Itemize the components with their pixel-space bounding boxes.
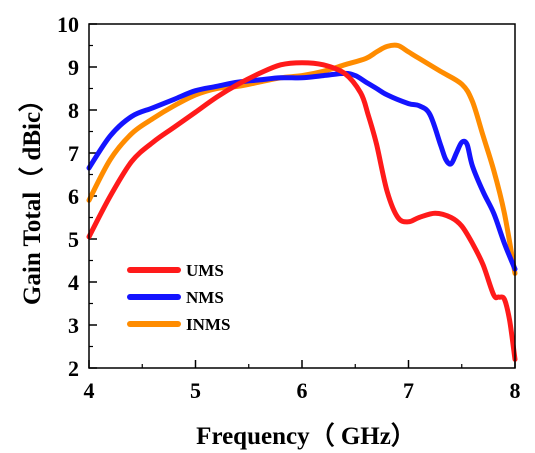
- x-tick-label: 7: [403, 378, 414, 403]
- y-tick-label: 7: [68, 141, 79, 166]
- legend-label-nms: NMS: [186, 288, 224, 307]
- plot-frame: [88, 23, 516, 369]
- legend-label-inms: INMS: [186, 315, 230, 334]
- x-tick-label: 6: [297, 378, 308, 403]
- x-tick-label: 5: [190, 378, 201, 403]
- y-tick-label: 5: [68, 227, 79, 252]
- y-tick-label: 3: [68, 313, 79, 338]
- y-tick-label: 4: [68, 270, 79, 295]
- legend-label-ums: UMS: [186, 261, 224, 280]
- y-tick-label: 6: [68, 184, 79, 209]
- y-tick-label: 8: [68, 98, 79, 123]
- axis-tick-labels: 4 5 6 7 8 2 3 4 5 6 7 8 9 10: [57, 12, 521, 403]
- x-tick-label: 8: [510, 378, 521, 403]
- legend: UMS NMS INMS: [127, 261, 230, 334]
- series-line-inms: [86, 42, 518, 276]
- y-tick-label: 10: [57, 12, 79, 37]
- y-tick-label: 2: [68, 356, 79, 381]
- series-line-ums: [86, 60, 518, 362]
- series-line-nms: [86, 70, 518, 272]
- series-lines: [86, 42, 518, 362]
- x-tick-label: 4: [84, 378, 95, 403]
- x-axis-title: Frequency（ GHz）: [196, 421, 416, 450]
- y-axis-title: Gain Total（ dBic）: [17, 87, 46, 305]
- y-tick-label: 9: [68, 55, 79, 80]
